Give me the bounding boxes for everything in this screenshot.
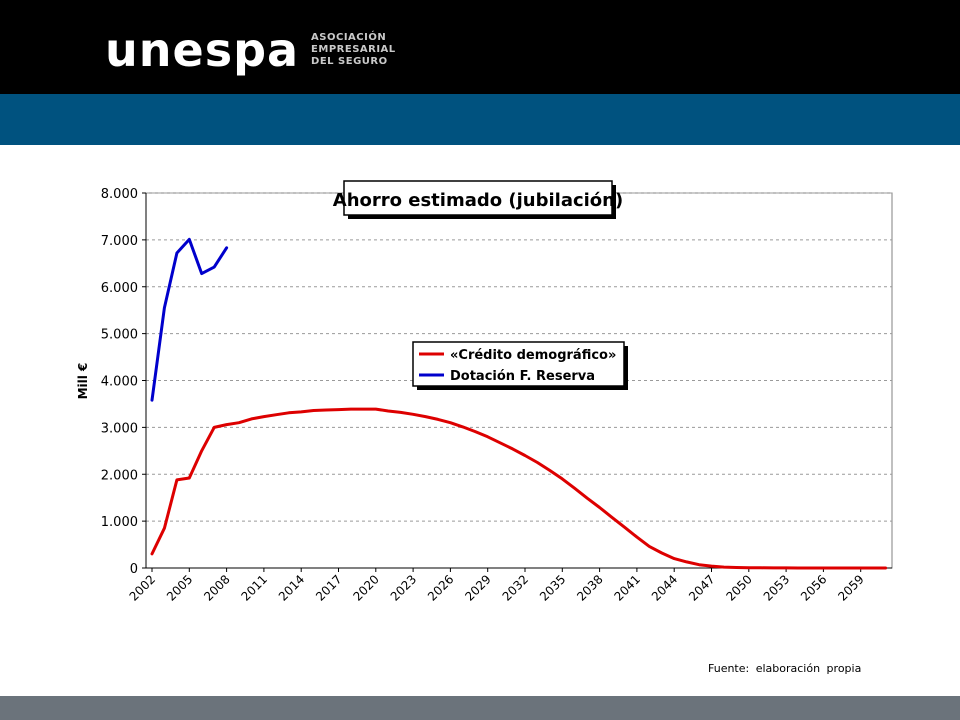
x-tick-label: 2023 xyxy=(388,572,419,603)
header-accent-bar xyxy=(0,94,960,145)
y-tick-label: 1.000 xyxy=(101,515,138,530)
logo-wordmark: unespa xyxy=(105,23,300,77)
chart-title: Ahorro estimado (jubilación) xyxy=(333,190,623,211)
x-tick-label: 2026 xyxy=(425,572,456,603)
x-tick-label: 2005 xyxy=(164,572,195,603)
y-tick-label: 2.000 xyxy=(101,468,138,483)
footer-bar xyxy=(0,696,960,720)
logo-subtitle-line-2: EMPRESARIAL xyxy=(311,44,396,55)
x-tick-label: 2044 xyxy=(649,572,680,603)
header-bar xyxy=(0,0,960,94)
legend xyxy=(412,341,625,387)
x-tick-label: 2035 xyxy=(537,572,568,603)
x-tick-label: 2017 xyxy=(313,572,344,603)
chart-title-box xyxy=(343,180,613,216)
series-line-1 xyxy=(150,407,888,570)
y-tick-label: 6.000 xyxy=(101,281,138,296)
y-tick-label: 5.000 xyxy=(101,328,138,343)
x-tick-label: 2053 xyxy=(761,572,792,603)
x-tick-label: 2047 xyxy=(686,572,717,603)
unespa-logo: unespa ASOCIACIÓN EMPRESARIAL DEL SEGURO xyxy=(105,23,396,77)
x-tick-label: 2014 xyxy=(276,572,307,603)
x-tick-label: 2011 xyxy=(239,572,270,603)
x-tick-label: 2029 xyxy=(462,572,493,603)
series-line-2 xyxy=(150,237,229,402)
legend-label-1: «Crédito demográfico» xyxy=(450,348,616,363)
logo-subtitle: ASOCIACIÓN EMPRESARIAL DEL SEGURO xyxy=(311,32,396,68)
source-note: Fuente: elaboración propia xyxy=(708,662,862,675)
y-tick-label: 4.000 xyxy=(101,375,138,390)
legend-label-2: Dotación F. Reserva xyxy=(450,369,595,384)
y-tick-label: 7.000 xyxy=(101,234,138,249)
x-tick-label: 2041 xyxy=(612,572,643,603)
y-tick-label: 8.000 xyxy=(101,187,138,202)
y-tick-label: 0 xyxy=(130,562,138,577)
logo-subtitle-line-1: ASOCIACIÓN xyxy=(311,32,387,43)
x-tick-label: 2020 xyxy=(350,572,381,603)
x-tick-label: 2059 xyxy=(835,572,866,603)
x-tick-label: 2032 xyxy=(500,572,531,603)
x-tick-label: 2056 xyxy=(798,572,829,603)
x-tick-label: 2008 xyxy=(201,572,232,603)
y-tick-label: 3.000 xyxy=(101,421,138,436)
x-tick-label: 2038 xyxy=(574,572,605,603)
x-tick-label: 2050 xyxy=(723,572,754,603)
y-axis-label: Mill € xyxy=(76,363,90,400)
logo-subtitle-line-3: DEL SEGURO xyxy=(311,56,388,67)
